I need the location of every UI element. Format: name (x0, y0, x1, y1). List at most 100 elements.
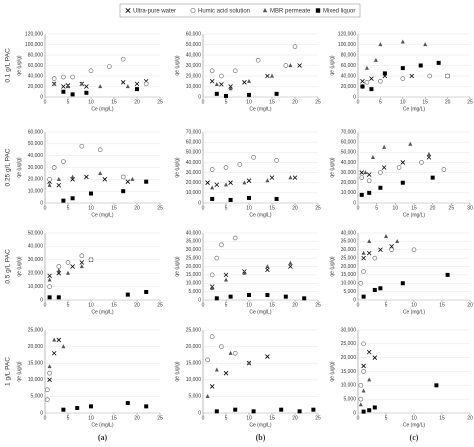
marker-square (359, 192, 364, 197)
marker-circle (47, 176, 52, 182)
marker-triangle (205, 394, 210, 398)
x-tick-label: 20 (467, 302, 473, 308)
marker-circle (44, 387, 50, 393)
y-tick-label: 50,000 (28, 141, 44, 147)
marker-square (47, 295, 52, 300)
y-tick-label: 40,000 (186, 52, 202, 58)
marker-x (120, 80, 126, 85)
marker-x (125, 179, 131, 184)
marker-x (369, 76, 374, 81)
y-tick-label: 40,000 (28, 244, 44, 250)
marker-square (274, 196, 279, 201)
y-tick-label: 40,000 (28, 73, 44, 79)
x-tick-label: 0 (44, 99, 47, 105)
y-tick-label: 25,000 (186, 255, 202, 261)
marker-triangle (247, 360, 251, 365)
marker-square (361, 409, 366, 414)
y-axis-label: qe (μg/g) (329, 55, 335, 75)
marker-x (359, 170, 365, 175)
marker-triangle (52, 337, 57, 342)
x-tick-label: 20 (134, 415, 140, 421)
marker-x (265, 73, 270, 79)
marker-circle (79, 143, 85, 149)
marker-square (445, 272, 450, 277)
x-tick-label: 10 (400, 99, 406, 105)
marker-triangle (247, 78, 251, 83)
x-axis-label: Ce (mg/L) (91, 106, 114, 112)
marker-square (311, 407, 316, 412)
y-tick-label: 40,000 (28, 153, 44, 159)
row-label: 0.1 g/L PAC (5, 48, 12, 83)
x-tick-label: 25 (157, 302, 163, 308)
marker-circle (359, 175, 365, 180)
marker-circle (190, 7, 196, 14)
x-tick-label: 25 (157, 99, 163, 105)
y-tick-label: 0 (40, 200, 43, 206)
marker-triangle (426, 151, 431, 156)
marker-square (247, 292, 251, 297)
marker-circle (232, 68, 238, 74)
marker-circle (120, 56, 126, 62)
marker-square (89, 191, 93, 196)
y-axis-label: qe (μg/g) (16, 157, 22, 177)
marker-triangle (288, 260, 293, 265)
y-tick-label: 0 (40, 297, 43, 303)
y-tick-label: 20,000 (341, 84, 357, 90)
marker-triangle (210, 185, 215, 190)
y-tick-label: 35,000 (186, 239, 202, 245)
marker-triangle (378, 42, 383, 47)
marker-square (144, 289, 149, 294)
x-tick-label: 15 (422, 99, 428, 105)
marker-x (372, 355, 378, 360)
marker-square (436, 60, 441, 65)
x-axis-label: Ce (mg/L) (403, 309, 426, 315)
y-tick-label: 120,000 (338, 31, 356, 37)
marker-square (224, 93, 228, 98)
marker-x (84, 84, 89, 89)
x-tick-label: 0 (44, 205, 47, 211)
y-tick-label: 50,000 (28, 230, 44, 236)
marker-square (214, 91, 219, 96)
y-tick-label: 10,000 (28, 188, 44, 194)
marker-circle (223, 165, 229, 170)
x-tick-label: 0 (357, 205, 360, 211)
marker-x (223, 272, 229, 278)
marker-triangle (125, 84, 130, 89)
marker-circle (219, 242, 224, 248)
marker-x (292, 175, 298, 180)
y-tick-label: 60,000 (186, 139, 202, 145)
x-tick-label: 5 (67, 205, 70, 211)
marker-square (367, 408, 372, 413)
marker-x (219, 82, 224, 87)
y-tick-label: 60,000 (341, 139, 357, 145)
marker-square (434, 383, 439, 388)
y-tick-label: 25,000 (341, 255, 357, 261)
marker-square (265, 292, 270, 297)
x-tick-label: 5 (385, 302, 388, 308)
marker-triangle (228, 350, 233, 355)
y-tick-label: 40,000 (341, 230, 357, 236)
y-tick-label: 60,000 (186, 31, 202, 37)
y-axis-label: qe (μg/g) (174, 256, 180, 276)
marker-x (47, 273, 52, 279)
x-tick-label: 0 (44, 302, 47, 308)
marker-circle (378, 78, 383, 84)
y-tick-label: 10,000 (28, 377, 44, 383)
y-tick-label: 10,000 (341, 383, 357, 389)
column-label: (a) (98, 433, 108, 442)
marker-triangle (214, 82, 219, 86)
marker-circle (47, 284, 52, 289)
marker-square (315, 8, 321, 13)
marker-triangle (47, 364, 52, 369)
y-tick-label: 20,000 (341, 180, 357, 186)
x-tick-label: 15 (269, 99, 275, 105)
x-tick-label: 20 (134, 99, 140, 105)
y-tick-label: 25,000 (341, 341, 357, 347)
marker-x (205, 180, 210, 185)
marker-square (144, 404, 149, 409)
marker-circle (358, 382, 364, 388)
marker-circle (209, 272, 215, 278)
x-tick-label: 20 (292, 302, 298, 308)
y-tick-label: 10,000 (186, 377, 202, 383)
y-tick-label: 40,000 (341, 73, 357, 79)
